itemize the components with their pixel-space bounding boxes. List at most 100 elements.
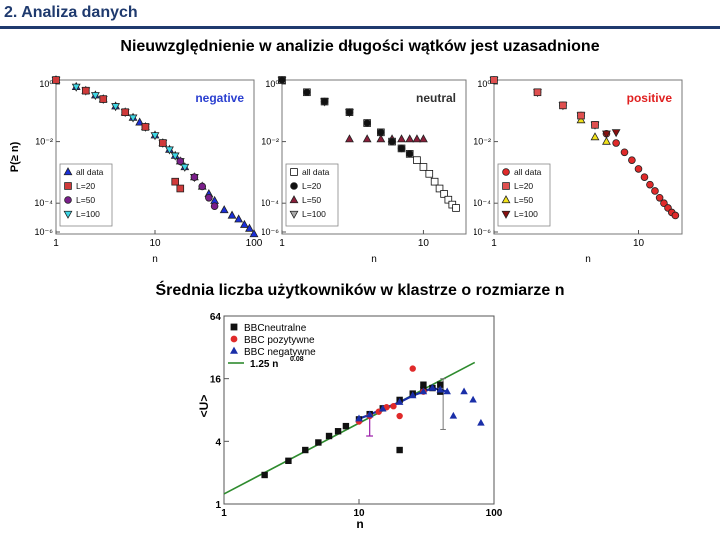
data-point (82, 86, 90, 95)
data-point (379, 404, 387, 412)
data-point (395, 398, 404, 405)
legend-marker (64, 196, 72, 204)
data-point (355, 414, 363, 422)
legend: all data L=20 L=50 L=100 (497, 163, 551, 227)
data-point (469, 395, 477, 403)
legend-label: all data (514, 167, 542, 177)
data-point (634, 165, 643, 173)
heading-top: Nieuwzględnienie w analizie długości wąt… (120, 38, 600, 55)
data-point (396, 412, 403, 420)
data-point (397, 144, 406, 153)
data-point (591, 121, 599, 129)
legend-marker (63, 167, 73, 176)
series-1 (490, 76, 599, 129)
chart-neutral: 10⁰ 10⁻² 10⁻⁴ 10⁻⁶ 1 10 n neutral all data L=20 L=… (260, 74, 474, 265)
y-axis-label: P(≥ n) (9, 141, 21, 172)
y-tick-label: 10⁰ (477, 79, 491, 89)
legend-marker (502, 168, 510, 176)
data-point (425, 170, 434, 178)
data-point (646, 180, 654, 189)
legend-label: L=100 (302, 209, 326, 219)
legend-label: L=50 (302, 195, 321, 205)
data-point (190, 173, 199, 181)
y-tick-label: 10⁻⁶ (262, 227, 279, 237)
x-tick-label: 1 (53, 238, 59, 249)
data-point (409, 365, 416, 372)
y-tick-label: 10⁰ (265, 79, 279, 89)
series-2 (355, 383, 485, 426)
data-point (303, 88, 311, 97)
data-point (180, 163, 190, 172)
data-point (428, 383, 437, 391)
title-rule (0, 26, 720, 29)
data-point (655, 193, 664, 202)
data-point (234, 214, 244, 223)
data-point (559, 101, 567, 110)
data-point (227, 210, 237, 219)
legend: all data L=20 L=50 L=100 (285, 163, 339, 227)
legend-marker (501, 195, 511, 204)
data-point (419, 134, 428, 143)
legend-label: L=20 (514, 181, 533, 191)
y-tick-label: 1 (215, 500, 221, 511)
chart-svg: 10⁰ 10⁻² 10⁻⁴ 10⁻⁶1 10 n positive all data L=20 L… (472, 76, 683, 265)
data-point (198, 182, 207, 191)
legend-marker (501, 210, 511, 219)
legend-marker (289, 210, 299, 219)
data-point (111, 103, 121, 112)
data-point (171, 177, 180, 186)
data-point (452, 204, 460, 212)
heading-bottom: Średnia liczba użytkowników w klastrze o… (155, 282, 565, 299)
x-axis-label: n (152, 254, 158, 264)
data-point (477, 418, 485, 426)
legend-label: L=100 (514, 209, 538, 219)
legend-exponent: 0.08 (290, 356, 304, 363)
data-point (490, 76, 498, 84)
data-point (365, 410, 374, 418)
legend-marker (290, 182, 298, 190)
x-axis-label: n (371, 254, 377, 264)
data-point (620, 148, 629, 157)
y-tick-label: 10⁰ (39, 79, 53, 89)
x-axis-label: n (585, 254, 591, 264)
data-point (363, 119, 371, 127)
legend-marker (502, 182, 510, 190)
data-point (376, 134, 386, 143)
data-point (52, 76, 60, 84)
legend-label: L=50 (514, 195, 533, 205)
legend-marker (230, 346, 238, 354)
data-point (165, 146, 174, 155)
series-2 (576, 115, 611, 145)
legend-label: BBC pozytywne (244, 335, 315, 346)
x-tick-label: 10 (149, 238, 161, 249)
data-point (345, 108, 354, 117)
y-tick-label: 10⁻² (474, 137, 491, 147)
legend-marker (230, 335, 238, 343)
data-point (325, 432, 333, 440)
y-tick-label: 10⁻⁶ (35, 227, 54, 237)
data-point (602, 136, 611, 145)
slide-title: 2. Analiza danych (4, 4, 138, 21)
data-point (135, 117, 145, 126)
data-point (397, 134, 406, 143)
data-point (320, 97, 329, 106)
data-point (261, 471, 268, 479)
y-tick-label: 4 (215, 437, 221, 448)
y-tick-label: 10⁻⁴ (474, 198, 491, 208)
data-point (460, 387, 468, 395)
data-point (612, 139, 620, 147)
data-point (577, 111, 585, 120)
data-point (388, 137, 396, 146)
data-point (590, 132, 600, 141)
data-point (278, 76, 286, 84)
data-point (315, 439, 322, 446)
y-tick-label: 10⁻² (262, 137, 279, 147)
data-point (436, 385, 445, 393)
chart-negative: 10⁰ 10⁻² 10⁻⁴ 10⁻⁶ 1 10 100 n P(≥ n) negative all … (6, 74, 263, 265)
data-point (412, 134, 422, 143)
legend-label: L=20 (302, 181, 321, 191)
data-point (302, 446, 309, 454)
data-point (420, 381, 427, 388)
